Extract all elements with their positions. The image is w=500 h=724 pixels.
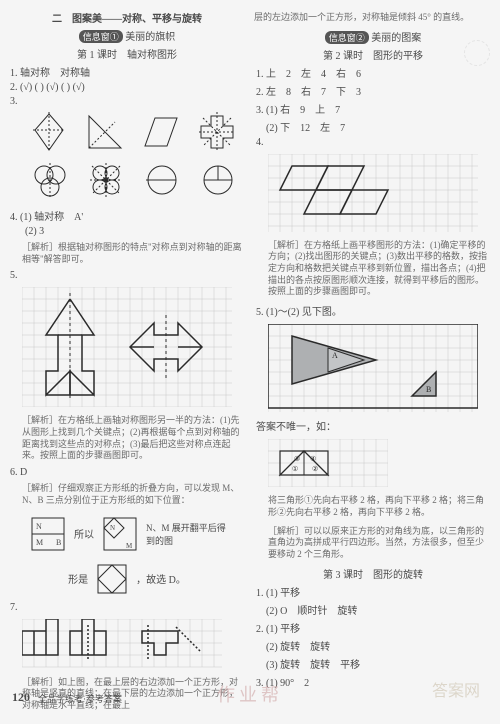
r-q5: 5. (1)～(2) 见下图。 [256, 303, 492, 318]
explain4: ［解析］根据轴对称图形的特点"对称点到对称轴的距离相等"解答即可。 [22, 242, 246, 265]
diamond-answer-icon [94, 561, 130, 597]
r-explain4: ［解析］在方格纸上画平移图形的方法：(1)确定平移的方向；(2)找出图形的关键点… [268, 240, 492, 298]
stamp-icon [464, 40, 490, 66]
q2: 2. (√) ( ) (√) ( ) (√) [10, 82, 246, 93]
fig-parallelogram-icon: 3 [143, 112, 179, 154]
svg-text:③: ③ [294, 455, 300, 463]
svg-text:N: N [36, 522, 42, 531]
footer-label: 全品学练考·参考答案 [38, 692, 122, 705]
ans-grid: ③ ④ ① ② [268, 439, 492, 487]
svg-text:M: M [126, 542, 133, 550]
window-badge-2: 信息窗② [325, 31, 369, 44]
r-q5-grid: A B [268, 324, 492, 412]
q6: 6. D [10, 467, 246, 478]
explain6e: ，故选 D。 [136, 571, 186, 586]
q7: 7. [10, 602, 246, 613]
explain6c: N、M 展开翻平后得到的图 [146, 521, 226, 547]
q6-figures2: 形是 ，故选 D。 [8, 561, 246, 597]
q7-grid-figure [22, 619, 246, 669]
svg-text:①: ① [292, 465, 298, 473]
svg-text:②: ② [312, 465, 318, 473]
fig-semicircles-icon: 8 [198, 161, 238, 203]
fig-circles4-icon: 6 [86, 161, 126, 203]
r3-1b: (2) O 顺时针 旋转 [256, 602, 492, 617]
left-column: 二 图案美——对称、平移与旋转 信息窗① 美丽的旗帜 第 1 课时 轴对称图形 … [8, 10, 246, 714]
q6-figures: N M B 所以 N M N、M 展开翻平后得到的图 [8, 514, 246, 554]
q5-grid-figure [22, 287, 246, 407]
r-q2: 2. 左 8 右 7 下 3 [256, 83, 492, 98]
window-title-2: 信息窗② 美丽的图案 [254, 29, 492, 44]
q3: 3. [10, 96, 246, 107]
r-q3b: (2) 下 12 左 7 [256, 119, 492, 134]
window-label: 美丽的旗帜 [125, 32, 175, 43]
fig-triangle-icon: 2 [85, 112, 125, 154]
svg-text:M: M [36, 538, 43, 547]
right-column: 层的左边添加一个正方形，对称轴是倾斜 45° 的直线。 信息窗② 美丽的图案 第… [254, 10, 492, 714]
fig-cross-icon: 4 [197, 112, 237, 154]
cont-text: 层的左边添加一个正方形，对称轴是倾斜 45° 的直线。 [254, 12, 492, 24]
fold-square-icon: N M B [28, 514, 68, 554]
r-explain5: 将三角形①先向右平移 2 格，再向下平移 2 格；将三角形②先向右平移 2 格，… [268, 495, 492, 518]
q3-figures-row1: 1 2 3 4 [22, 112, 246, 154]
r-q1: 1. 上 2 左 4 右 6 [256, 65, 492, 80]
explain5: ［解析］在方格纸上画轴对称图形另一半的方法：(1)先从图形上找到几个关键点；(2… [22, 415, 246, 462]
q3-figures-row2: 5 6 7 [22, 161, 246, 203]
fig-circle-line-icon: 7 [142, 161, 182, 203]
r-q3a: 3. (1) 右 9 上 7 [256, 101, 492, 116]
svg-text:B: B [426, 385, 431, 394]
svg-text:N: N [110, 524, 115, 532]
window-title: 信息窗① 美丽的旗帜 [8, 28, 246, 43]
q1: 1. 轴对称 对称轴 [10, 64, 246, 79]
explain6: ［解析］仔细观察正方形纸的折叠方向，可以发现 M、N、B 三点分别位于正方形纸的… [22, 483, 246, 506]
explain6b: 所以 [74, 526, 94, 541]
svg-text:B: B [56, 538, 61, 547]
lesson-1-title: 第 1 课时 轴对称图形 [8, 46, 246, 61]
explain6d: 形是 [68, 571, 88, 586]
q5: 5. [10, 270, 246, 281]
q4a: 4. (1) 轴对称 A' [10, 208, 246, 223]
r-q4-grid [268, 154, 492, 232]
window-label-2: 美丽的图案 [371, 33, 421, 44]
lesson-2-title: 第 2 课时 图形的平移 [254, 47, 492, 62]
lesson-3-title: 第 3 课时 图形的旋转 [254, 566, 492, 581]
watermark: 作业帮 [217, 681, 283, 707]
r3-1a: 1. (1) 平移 [256, 584, 492, 599]
page-number: 120 [12, 690, 30, 705]
q4b: (2) 3 [10, 226, 246, 237]
svg-text:④: ④ [310, 455, 316, 463]
r-q4: 4. [256, 137, 492, 148]
unfold-square-icon: N M [100, 514, 140, 554]
r3-2a: 2. (1) 平移 [256, 620, 492, 635]
svg-text:A: A [332, 351, 338, 360]
window-badge: 信息窗① [79, 30, 123, 43]
r3-2c: (3) 旋转 旋转 平移 [256, 656, 492, 671]
section-title: 二 图案美——对称、平移与旋转 [8, 10, 246, 25]
r3-2b: (2) 旋转 旋转 [256, 638, 492, 653]
fig-circles3-icon: 5 [30, 161, 70, 203]
watermark2: 答案网 [432, 677, 480, 701]
r-explain5b: ［解析］可以以原来正方形的对角线为底，以三角形的直角边为高拼成平行四边形。当然，… [268, 526, 492, 561]
ans-hint: 答案不唯一，如： [256, 418, 492, 433]
fig-diamond-icon: 1 [31, 112, 67, 154]
